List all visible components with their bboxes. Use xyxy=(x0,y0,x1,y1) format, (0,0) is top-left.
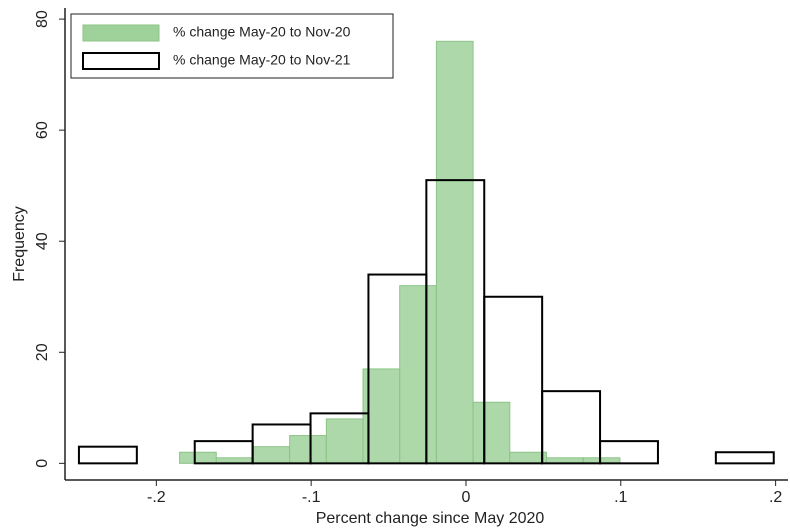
y-tick-label: 0 xyxy=(34,459,51,468)
x-tick-label: .1 xyxy=(614,489,627,506)
histogram-bar xyxy=(483,295,544,465)
x-tick-label: 0 xyxy=(462,489,471,506)
histogram-bar xyxy=(289,435,327,464)
histogram-bar xyxy=(325,418,364,464)
legend-swatch xyxy=(82,24,160,42)
y-axis-label: Frequency xyxy=(11,206,28,282)
legend-label: % change May-20 to Nov-21 xyxy=(173,52,351,68)
histogram-bar xyxy=(399,285,437,464)
histogram-bar xyxy=(179,451,217,464)
histogram-bar xyxy=(435,40,474,464)
histogram-bar xyxy=(252,446,291,464)
x-tick-label: -.1 xyxy=(302,489,321,506)
x-tick-label: .2 xyxy=(769,489,782,506)
histogram-bar xyxy=(509,451,547,464)
legend-label: % change May-20 to Nov-20 xyxy=(173,24,351,40)
y-tick-label: 60 xyxy=(34,121,51,139)
histogram-bar xyxy=(541,390,602,465)
y-tick-label: 40 xyxy=(34,232,51,250)
histogram-bar xyxy=(77,445,138,465)
x-axis-label: Percent change since May 2020 xyxy=(316,510,545,527)
legend-swatch xyxy=(82,52,160,70)
histogram-bar xyxy=(599,440,659,465)
histogram-bar xyxy=(714,451,775,465)
histogram-bar xyxy=(472,401,511,464)
y-tick-label: 80 xyxy=(34,10,51,28)
x-tick-label: -.2 xyxy=(147,489,166,506)
y-tick-label: 20 xyxy=(34,343,51,361)
